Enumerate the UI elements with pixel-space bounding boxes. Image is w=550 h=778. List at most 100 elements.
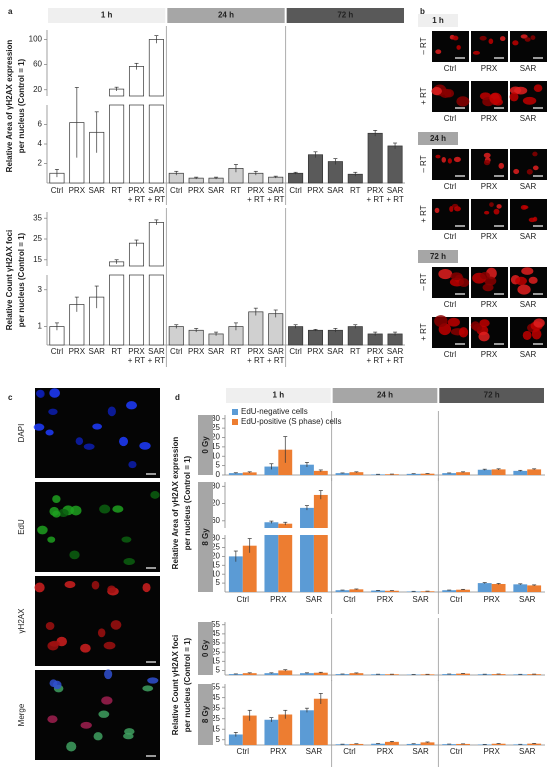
column-label: Ctrl: [444, 350, 457, 359]
y-tick-label: 0: [216, 470, 221, 479]
group-header: [48, 8, 166, 23]
x-tick-label: + RT: [128, 356, 146, 365]
bar: [371, 590, 385, 592]
legend-swatch: [232, 419, 238, 425]
x-tick-label: Ctrl: [289, 186, 302, 195]
x-tick-label: PRX: [377, 747, 394, 756]
group-header-label: 72 h: [484, 391, 500, 400]
micrograph: [35, 388, 160, 478]
panel-label: c: [8, 393, 13, 402]
x-tick-label: PRX: [483, 747, 500, 756]
bar: [300, 710, 314, 745]
nucleus: [49, 640, 60, 647]
nucleus: [441, 156, 446, 163]
bar-upper: [128, 66, 145, 97]
x-tick-label: + RT: [366, 356, 384, 365]
bar: [420, 674, 435, 675]
channel-label: Merge: [17, 703, 26, 726]
y-tick-label: 5: [216, 578, 221, 587]
x-tick-label: PRX: [188, 186, 205, 195]
nucleus: [512, 40, 519, 46]
row-label-box: [198, 684, 213, 745]
legend-swatch: [232, 409, 238, 415]
bar-lower: [278, 535, 293, 592]
row-label: + RT: [419, 323, 428, 341]
bar: [349, 472, 364, 475]
x-tick-label: SAR: [148, 186, 165, 195]
time-label: 1 h: [432, 16, 444, 25]
bar: [327, 161, 343, 184]
legend-label: EdU-negative cells: [241, 407, 308, 416]
bar: [513, 584, 528, 592]
x-tick-label: SAR: [88, 347, 105, 356]
bar: [406, 473, 421, 475]
nucleus: [147, 677, 159, 684]
bar: [406, 743, 421, 745]
bar: [371, 743, 385, 745]
y-tick-label: 35: [211, 703, 220, 712]
x-tick-label: SAR: [412, 595, 429, 604]
x-tick-label: Ctrl: [51, 186, 64, 195]
nucleus: [80, 643, 91, 653]
x-tick-label: Ctrl: [237, 747, 250, 756]
y-tick-label: 5: [216, 461, 221, 470]
nucleus: [48, 408, 58, 415]
micrograph: [432, 149, 469, 180]
micrograph: [510, 31, 547, 62]
time-label: 24 h: [430, 134, 446, 143]
y-tick-label: 60: [211, 516, 220, 525]
y-tick-label: 25: [33, 234, 42, 243]
nucleus: [92, 423, 103, 430]
bar: [491, 743, 506, 745]
bar-lower: [128, 274, 145, 346]
x-tick-label: PRX: [483, 595, 500, 604]
bar: [491, 583, 506, 592]
y-axis-label: per nucleus (Control = 1): [183, 455, 192, 550]
bar: [228, 473, 243, 475]
nucleus: [101, 696, 113, 705]
x-tick-label: Ctrl: [170, 347, 183, 356]
x-tick-label: RT: [350, 347, 361, 356]
nucleus: [489, 202, 494, 207]
y-tick-label: 15: [211, 442, 220, 451]
bar: [268, 313, 284, 346]
nucleus: [526, 169, 533, 175]
y-axis-label: Relative Count γH2AX foci: [171, 635, 180, 735]
nucleus: [34, 582, 45, 593]
nucleus: [112, 505, 124, 513]
bar-upper: [148, 222, 164, 267]
nucleus: [93, 732, 103, 741]
bar: [456, 589, 470, 592]
bar: [278, 670, 293, 675]
bar: [188, 329, 204, 346]
nucleus: [483, 152, 491, 158]
nucleus: [444, 89, 455, 98]
bar: [442, 590, 457, 592]
y-tick-label: 4: [38, 139, 43, 148]
y-tick-label: 25: [211, 543, 220, 552]
nucleus: [496, 204, 502, 209]
column-label: SAR: [520, 114, 537, 123]
micrograph: [471, 31, 508, 62]
nucleus: [458, 327, 469, 338]
bar: [288, 172, 304, 184]
bar: [513, 744, 528, 745]
nucleus: [83, 443, 95, 450]
y-tick-label: 6: [38, 120, 43, 129]
x-tick-label: PRX: [270, 747, 287, 756]
panel-label: d: [175, 393, 180, 402]
group-header-label: 24 h: [218, 11, 234, 20]
y-tick-label: 35: [33, 213, 42, 222]
nucleus: [532, 151, 538, 157]
x-tick-label: RT: [350, 186, 361, 195]
bar-lower: [109, 104, 125, 184]
bar: [264, 466, 279, 475]
y-tick-label: 180: [207, 481, 221, 490]
bar: [477, 583, 492, 592]
y-tick-label: 20: [211, 433, 220, 442]
nucleus: [434, 207, 440, 213]
row-label: – RT: [419, 273, 428, 290]
nucleus: [104, 669, 113, 680]
bar: [442, 744, 457, 745]
nucleus: [456, 45, 461, 50]
